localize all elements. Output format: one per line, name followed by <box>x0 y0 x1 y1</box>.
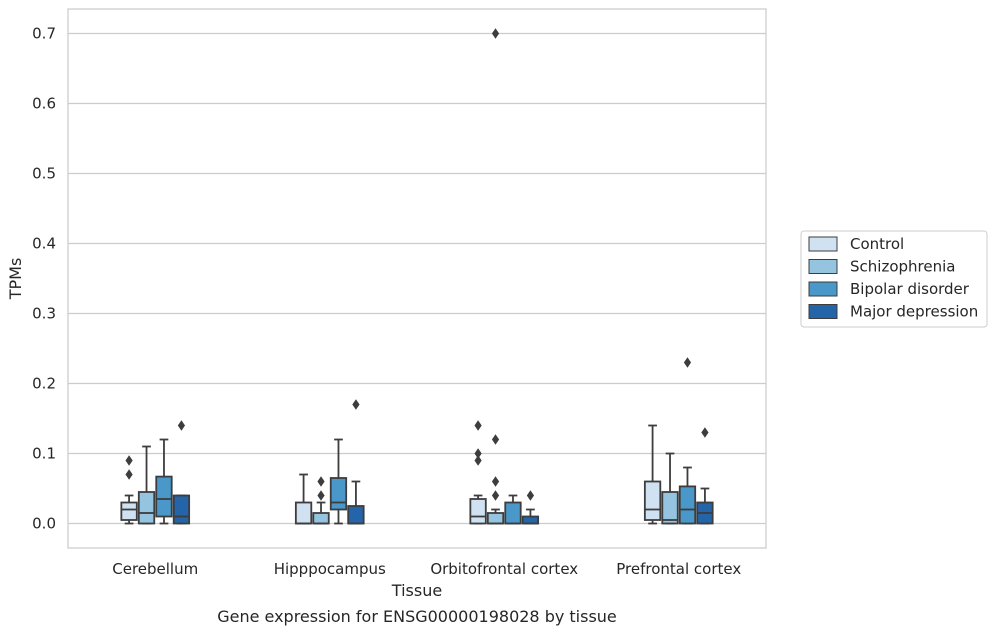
box-1-2 <box>329 438 348 525</box>
y-tick-label: 0.5 <box>32 165 56 183</box>
y-tick-label: 0.6 <box>32 95 56 113</box>
legend-label: Control <box>850 235 904 253</box>
outlier-point <box>491 28 500 39</box>
outlier-point <box>474 420 482 431</box>
box-body <box>504 501 522 525</box>
box-body <box>312 512 330 525</box>
box-3-0 <box>643 424 662 525</box>
box-body <box>172 494 191 525</box>
box-2-3 <box>521 490 540 525</box>
legend-swatch <box>808 304 838 319</box>
x-tick-label: Prefrontal cortex <box>616 560 741 578</box>
x-tick-label: Orbitofrontal cortex <box>430 560 578 578</box>
x-tick-label: Cerebellum <box>112 560 198 578</box>
legend-label: Major depression <box>850 303 978 321</box>
y-tick-label: 0.7 <box>32 25 56 43</box>
box-body <box>155 475 173 518</box>
box-1-1 <box>312 476 330 525</box>
outlier-point <box>317 490 325 501</box>
box-2-1 <box>486 28 505 525</box>
legend-swatch <box>808 259 838 274</box>
y-tick-label: 0.4 <box>32 235 56 253</box>
outlier-point <box>125 469 133 480</box>
box-0-2 <box>155 438 173 525</box>
chart-caption: Gene expression for ENSG00000198028 by t… <box>217 607 617 626</box>
plot-frame <box>67 8 767 549</box>
box-body <box>469 498 487 525</box>
y-tick-labels: 0.0 0.1 0.2 0.3 0.4 0.5 0.6 0.7 <box>32 25 56 533</box>
outlier-point <box>491 490 500 501</box>
x-tick-label: Hipppocampus <box>274 560 386 578</box>
box-body <box>294 501 313 525</box>
outlier-point <box>491 476 500 487</box>
outlier-point <box>317 476 325 487</box>
box-3-2 <box>678 357 697 525</box>
outlier-point <box>526 490 535 501</box>
legend-frame <box>800 230 988 328</box>
outlier-point <box>491 434 500 445</box>
outlier-point <box>683 357 692 368</box>
box-2-2 <box>504 494 522 525</box>
y-axis-label: TPMs <box>6 258 25 301</box>
box-3-3 <box>696 427 714 525</box>
gridlines <box>68 32 766 525</box>
box-1-3 <box>347 399 365 525</box>
box-0-0 <box>120 455 138 525</box>
box-body <box>661 491 679 525</box>
legend-swatch <box>808 236 838 252</box>
box-body <box>521 515 540 525</box>
box-body <box>120 501 138 521</box>
box-1-0 <box>294 473 313 525</box>
outlier-point <box>474 448 482 459</box>
box-0-1 <box>137 445 156 525</box>
outlier-point <box>177 420 186 431</box>
legend: Control Schizophrenia Bipolar disorder Majo… <box>800 230 988 328</box>
legend-swatch <box>808 281 838 297</box>
box-plot-series <box>120 28 714 525</box>
box-body <box>486 512 505 525</box>
box-body <box>329 477 348 511</box>
legend-label: Schizophrenia <box>850 258 955 276</box>
y-tick-label: 0.0 <box>32 515 56 533</box>
y-tick-label: 0.1 <box>32 445 56 463</box>
box-body <box>347 505 365 525</box>
box-body <box>678 485 697 525</box>
box-body <box>643 480 662 521</box>
box-3-1 <box>661 452 679 525</box>
outlier-point <box>474 455 482 466</box>
outlier-point <box>125 455 133 466</box>
legend-label: Bipolar disorder <box>850 280 970 298</box>
y-tick-label: 0.3 <box>32 305 56 323</box>
box-2-0 <box>469 420 487 525</box>
x-tick-labels: Cerebellum Hipppocampus Orbitofrontal cort… <box>112 560 741 578</box>
box-0-3 <box>172 420 191 525</box>
outlier-point <box>701 427 709 438</box>
x-axis-label: Tissue <box>391 581 442 600</box>
outlier-point <box>352 399 360 410</box>
box-body <box>137 491 156 525</box>
y-tick-label: 0.2 <box>32 375 56 393</box>
